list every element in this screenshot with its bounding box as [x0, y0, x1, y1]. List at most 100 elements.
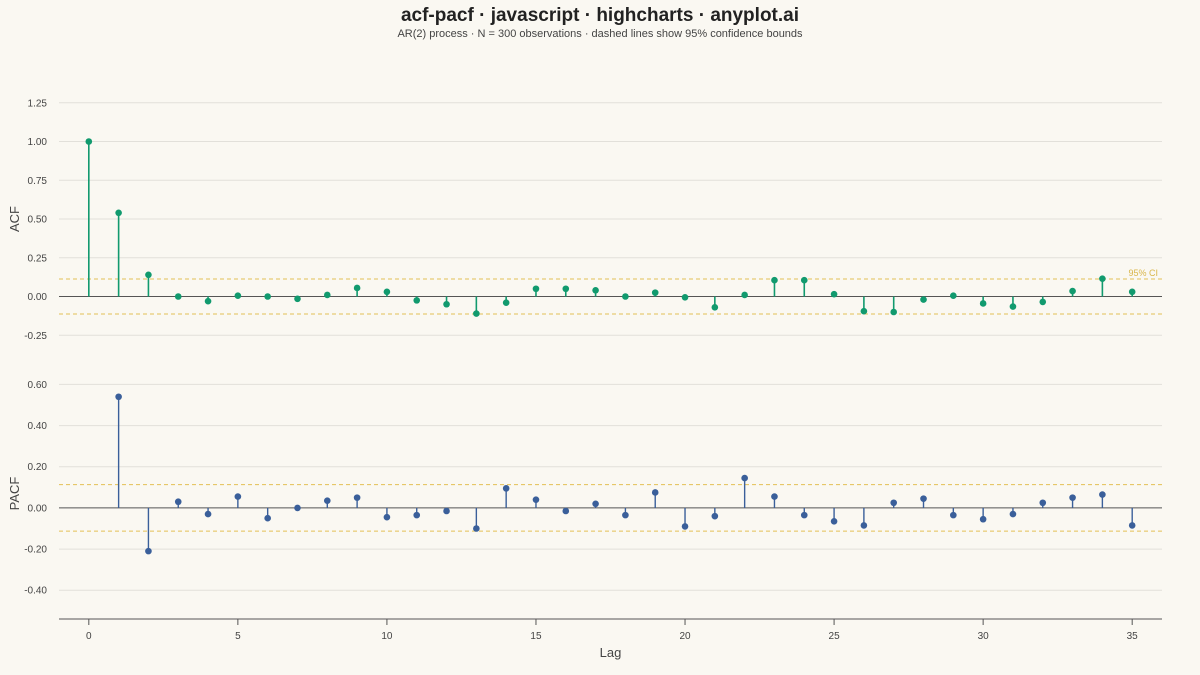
pacf-point[interactable]	[860, 522, 868, 529]
pacf-point[interactable]	[741, 474, 748, 482]
acf-point[interactable]	[532, 285, 540, 293]
acf-point[interactable]	[234, 292, 242, 300]
pacf-point[interactable]	[651, 489, 659, 496]
acf-point[interactable]	[1069, 287, 1076, 295]
x-tick-label: 0	[86, 631, 92, 642]
pacf-point[interactable]	[502, 485, 510, 492]
pacf-ytick-label: 0.20	[28, 462, 48, 473]
acf-point[interactable]	[174, 293, 182, 300]
acf-point[interactable]	[145, 271, 152, 279]
pacf-point[interactable]	[234, 493, 242, 500]
acf-ytick-label: 0.75	[28, 176, 48, 187]
acf-point[interactable]	[592, 287, 599, 294]
acf-ytick-label: 1.25	[28, 98, 48, 109]
acf-point[interactable]	[950, 292, 957, 300]
acf-point[interactable]	[741, 291, 748, 299]
pacf-point[interactable]	[1069, 494, 1076, 501]
pacf-point[interactable]	[1128, 522, 1136, 529]
acf-ytick-label: 0.50	[28, 215, 48, 226]
acf-ytick-label: 0.25	[28, 253, 48, 264]
pacf-point[interactable]	[920, 495, 927, 502]
pacf-point[interactable]	[890, 499, 898, 507]
acf-point[interactable]	[920, 296, 927, 303]
acf-point[interactable]	[562, 285, 570, 293]
acf-point[interactable]	[711, 304, 719, 311]
x-tick-label: 10	[381, 631, 393, 642]
pacf-axis-title: PACF	[7, 477, 22, 511]
acf-point[interactable]	[115, 209, 122, 217]
pacf-point[interactable]	[800, 511, 808, 519]
acf-point[interactable]	[651, 289, 659, 296]
acf-point[interactable]	[890, 308, 898, 316]
pacf-point[interactable]	[383, 513, 391, 521]
acf-point[interactable]	[264, 293, 271, 300]
pacf-point[interactable]	[115, 393, 122, 401]
pacf-point[interactable]	[711, 512, 719, 520]
acf-point[interactable]	[353, 284, 361, 292]
acf-point[interactable]	[294, 295, 301, 303]
acf-point[interactable]	[323, 291, 331, 299]
acf-point[interactable]	[1039, 298, 1047, 306]
pacf-point[interactable]	[145, 547, 152, 555]
pacf-point[interactable]	[323, 497, 331, 505]
pacf-point[interactable]	[1099, 491, 1106, 498]
pacf-point[interactable]	[830, 517, 838, 525]
x-tick-label: 15	[530, 631, 542, 642]
acf-point[interactable]	[681, 293, 689, 301]
acf-point[interactable]	[1009, 303, 1017, 310]
pacf-point[interactable]	[681, 523, 689, 530]
acf-point[interactable]	[860, 307, 868, 315]
pacf-ytick-label: 0.60	[28, 380, 48, 391]
x-tick-label: 5	[235, 631, 241, 642]
acf-point[interactable]	[800, 276, 808, 284]
acf-point[interactable]	[622, 293, 629, 300]
pacf-point[interactable]	[592, 500, 599, 508]
pacf-ytick-label: -0.20	[24, 545, 47, 556]
acf-point[interactable]	[383, 288, 391, 296]
chart-title: acf-pacf · javascript · highcharts · any…	[400, 5, 800, 26]
pacf-point[interactable]	[294, 504, 301, 512]
acf-ytick-label: -0.25	[24, 331, 47, 342]
acf-point[interactable]	[204, 297, 212, 305]
x-tick-label: 30	[978, 631, 990, 642]
acf-point[interactable]	[502, 299, 510, 307]
pacf-ytick-label: 0.40	[28, 421, 48, 432]
acf-point[interactable]	[1099, 275, 1106, 282]
x-tick-label: 25	[829, 631, 841, 642]
pacf-point[interactable]	[771, 493, 778, 500]
lag-axis: 0 5 10 15 20 25 30 35 Lag	[59, 618, 1162, 660]
acf-point[interactable]	[443, 300, 450, 308]
acf-point[interactable]	[85, 138, 93, 145]
x-axis-title: Lag	[600, 645, 622, 660]
pacf-point[interactable]	[353, 494, 361, 501]
pacf-point[interactable]	[443, 507, 450, 515]
acf-axis-title: ACF	[7, 206, 22, 232]
acf-panel: -0.25 0.00 0.25 0.50 0.75 1.00 1.25 95% CI ACF	[7, 98, 1162, 342]
acf-ytick-label: 1.00	[28, 137, 48, 148]
pacf-point[interactable]	[264, 514, 271, 522]
pacf-point[interactable]	[1009, 510, 1017, 518]
acf-ytick-label: 0.00	[28, 292, 48, 303]
pacf-point[interactable]	[950, 511, 957, 519]
pacf-ytick-label: -0.40	[24, 586, 47, 597]
x-tick-label: 35	[1127, 631, 1139, 642]
acf-point[interactable]	[771, 276, 778, 284]
ci-label: 95% CI	[1128, 268, 1158, 278]
pacf-point[interactable]	[473, 525, 480, 532]
x-tick-label: 20	[679, 631, 691, 642]
pacf-point[interactable]	[562, 507, 570, 515]
acf-point[interactable]	[830, 290, 838, 298]
acf-point[interactable]	[473, 310, 480, 317]
pacf-point[interactable]	[204, 510, 212, 518]
pacf-point[interactable]	[979, 515, 987, 523]
chart-subtitle: AR(2) process · N = 300 observations · d…	[397, 28, 803, 40]
acf-point[interactable]	[1128, 288, 1136, 296]
pacf-ytick-label: 0.00	[28, 503, 48, 514]
acf-point[interactable]	[979, 300, 987, 307]
pacf-point[interactable]	[622, 511, 629, 519]
pacf-point[interactable]	[1039, 499, 1047, 507]
pacf-point[interactable]	[413, 511, 421, 519]
pacf-point[interactable]	[532, 496, 540, 503]
acf-point[interactable]	[413, 297, 421, 304]
pacf-point[interactable]	[174, 498, 182, 506]
